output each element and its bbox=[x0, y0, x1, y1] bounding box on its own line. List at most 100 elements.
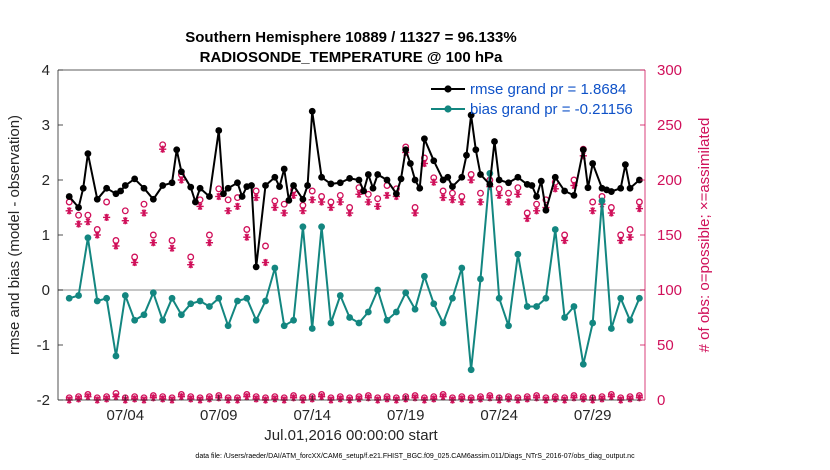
rmse-point bbox=[65, 193, 73, 200]
obs-assimilated-marker bbox=[308, 196, 316, 204]
rmse-point bbox=[308, 107, 316, 115]
rmse-point bbox=[458, 173, 466, 181]
obs-assimilated-marker bbox=[551, 395, 559, 403]
obs-assimilated-marker bbox=[467, 176, 475, 184]
bias-point bbox=[271, 264, 279, 272]
bias-point bbox=[224, 322, 232, 330]
obs-assimilated-marker bbox=[271, 395, 279, 403]
obs-assimilated-marker bbox=[131, 258, 139, 267]
y-tick-label-left: -2 bbox=[37, 392, 50, 409]
x-tick-label: 07/29 bbox=[574, 407, 612, 424]
x-tick-label: 07/19 bbox=[387, 407, 425, 424]
rmse-point bbox=[491, 138, 498, 145]
obs-possible-marker bbox=[168, 237, 176, 244]
legend-bias-marker bbox=[444, 105, 452, 113]
bias-point bbox=[439, 319, 447, 327]
bias-point bbox=[374, 286, 382, 294]
chart-title-line1: Southern Hemisphere 10889 / 11327 = 96.1… bbox=[185, 29, 516, 46]
obs-assimilated-marker bbox=[243, 233, 251, 241]
rmse-point bbox=[570, 192, 578, 199]
bias-point bbox=[140, 311, 148, 319]
obs-possible-marker bbox=[514, 184, 522, 192]
bias-point bbox=[327, 319, 335, 327]
bias-point bbox=[533, 303, 540, 310]
obs-assimilated-marker bbox=[327, 203, 335, 212]
obs-assimilated-marker bbox=[187, 395, 195, 403]
obs-assimilated-marker bbox=[476, 198, 485, 206]
bias-point bbox=[514, 250, 522, 258]
obs-possible-marker bbox=[280, 200, 288, 208]
bias-point bbox=[477, 275, 484, 283]
rmse-point bbox=[444, 173, 452, 181]
rmse-point bbox=[192, 198, 199, 206]
obs-possible-marker bbox=[103, 198, 111, 206]
obs-assimilated-marker bbox=[205, 239, 214, 247]
rmse-point bbox=[561, 187, 569, 195]
rmse-point bbox=[238, 193, 246, 200]
obs-assimilated-marker bbox=[317, 198, 326, 206]
rmse-point bbox=[79, 184, 87, 192]
rmse-point bbox=[285, 196, 293, 204]
obs-assimilated-marker bbox=[168, 244, 176, 252]
obs-assimilated-marker bbox=[523, 395, 531, 403]
y-tick-label-left: 4 bbox=[42, 62, 50, 79]
rmse-point bbox=[336, 179, 344, 187]
bias-point bbox=[626, 316, 634, 324]
rmse-point bbox=[280, 165, 288, 173]
obs-assimilated-marker bbox=[187, 261, 195, 269]
obs-assimilated-marker bbox=[336, 198, 344, 206]
rmse-point bbox=[397, 175, 405, 183]
bias-point bbox=[402, 289, 410, 297]
obs-assimilated-marker bbox=[65, 207, 73, 215]
rmse-point bbox=[234, 179, 241, 187]
obs-possible-marker bbox=[271, 197, 279, 205]
bias-point bbox=[449, 294, 456, 302]
obs-assimilated-marker bbox=[504, 198, 513, 206]
rmse-point bbox=[463, 151, 470, 159]
rmse-point bbox=[364, 171, 372, 178]
obs-assimilated-marker bbox=[103, 395, 111, 403]
rmse-point bbox=[449, 183, 456, 191]
obs-possible-marker bbox=[589, 198, 597, 206]
y-tick-label-right: 250 bbox=[657, 117, 682, 134]
bias-point bbox=[149, 289, 157, 297]
rmse-point bbox=[551, 173, 559, 181]
obs-assimilated-marker bbox=[439, 393, 447, 401]
obs-assimilated-marker bbox=[261, 258, 270, 267]
data-file-footnote: data file: /Users/raeder/DAI/ATM_forcXX/… bbox=[195, 453, 635, 460]
bias-point bbox=[430, 300, 438, 308]
obs-assimilated-marker bbox=[626, 395, 634, 403]
chart-title-line2: RADIOSONDE_TEMPERATURE @ 100 hPa bbox=[200, 49, 503, 66]
bias-point bbox=[570, 303, 578, 310]
rmse-point bbox=[514, 173, 522, 181]
bias-point bbox=[187, 300, 195, 308]
bias-point bbox=[542, 294, 550, 302]
legend-rmse-label: rmse grand pr = 1.8684 bbox=[470, 81, 626, 98]
bias-point bbox=[215, 294, 223, 302]
bias-point bbox=[252, 316, 260, 324]
rmse-point bbox=[402, 146, 410, 154]
bias-point bbox=[392, 308, 400, 316]
obs-possible-marker bbox=[374, 195, 382, 203]
obs-assimilated-marker bbox=[159, 395, 167, 403]
bias-point bbox=[75, 292, 82, 299]
y-tick-label-left: -1 bbox=[37, 337, 50, 354]
obs-possible-marker bbox=[121, 207, 129, 215]
legend-rmse-marker bbox=[444, 85, 452, 93]
obs-possible-marker bbox=[533, 200, 541, 208]
rmse-point bbox=[584, 184, 592, 192]
rmse-point bbox=[369, 184, 377, 192]
obs-assimilated-marker bbox=[617, 236, 625, 245]
y-tick-label-left: 0 bbox=[42, 282, 50, 299]
obs-assimilated-marker bbox=[374, 202, 382, 210]
bias-point bbox=[103, 294, 111, 302]
rmse-point bbox=[299, 195, 307, 203]
rmse-point bbox=[75, 204, 82, 211]
rmse-point bbox=[224, 184, 232, 192]
obs-possible-marker bbox=[495, 185, 503, 193]
obs-assimilated-marker bbox=[346, 209, 354, 217]
rmse-point bbox=[262, 182, 269, 189]
legend: rmse grand pr = 1.8684 bias grand pr = -… bbox=[431, 81, 633, 118]
rmse-point bbox=[290, 182, 297, 189]
